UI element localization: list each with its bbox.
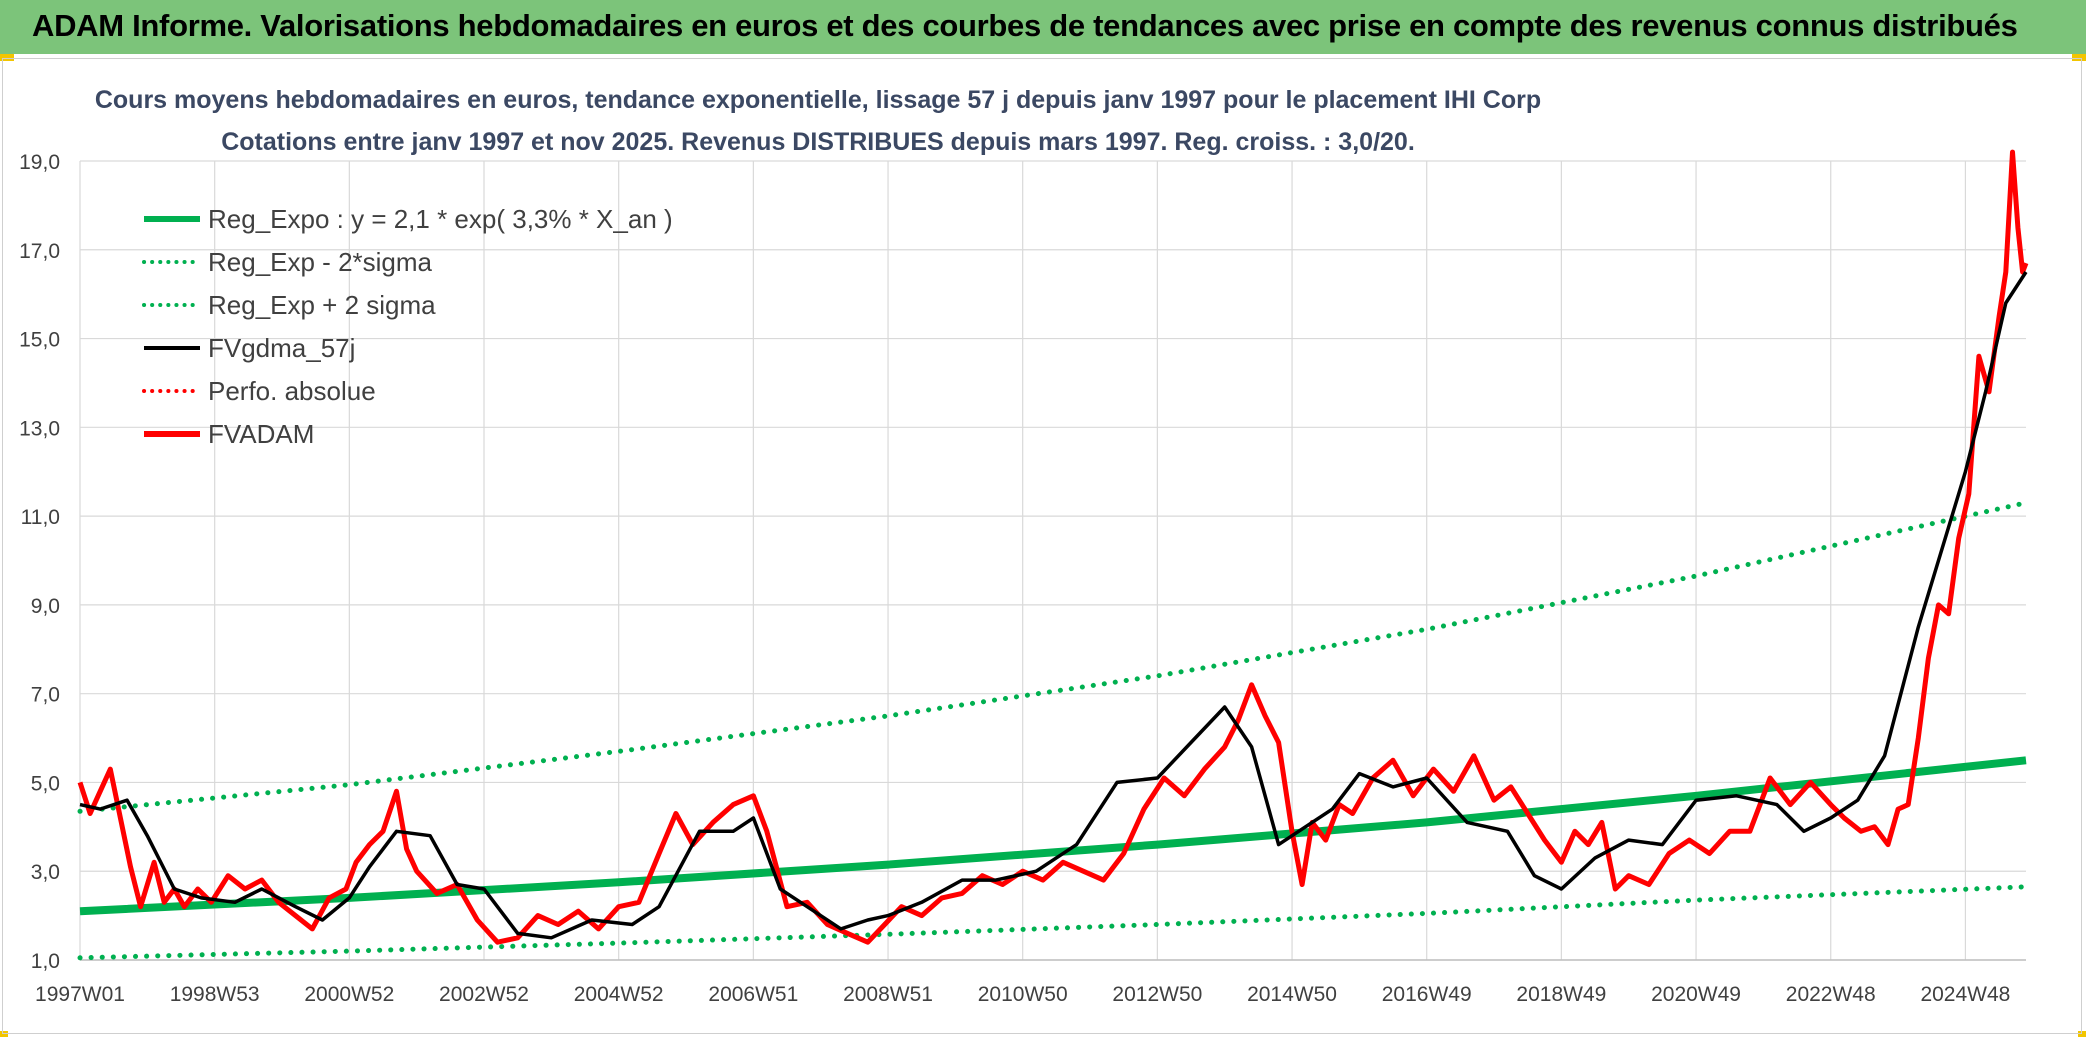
header-banner: ADAM Informe. Valorisations hebdomadaire…: [0, 0, 2086, 54]
x-tick-label: 1998W53: [170, 983, 260, 1006]
x-tick-label: 2000W52: [304, 983, 394, 1006]
y-tick-label: 3,0: [31, 861, 60, 884]
x-tick-label: 2018W49: [1516, 983, 1606, 1006]
x-tick-label: 2024W48: [1920, 983, 2010, 1006]
legend-label: Perfo. absolue: [208, 376, 376, 406]
series-line-2: [77, 500, 2029, 814]
series-group: [77, 149, 2029, 961]
legend-swatch: [142, 303, 202, 307]
legend-swatch: [142, 260, 202, 264]
chart-frame: [2, 58, 2082, 1034]
corner-accent: [0, 1031, 8, 1037]
x-tick-label: 2006W51: [708, 983, 798, 1006]
y-tick-label: 17,0: [19, 240, 60, 263]
y-axis: 1,0 3,0 5,0 7,0 9,0 11,0 13,0 15,0 17,0 19,0: [19, 151, 60, 973]
legend-swatch: [142, 389, 202, 393]
legend-swatch: [144, 216, 200, 222]
x-tick-label: 2012W50: [1112, 983, 1202, 1006]
corner-accent: [2078, 1031, 2086, 1037]
y-tick-label: 5,0: [31, 772, 60, 795]
y-tick-label: 7,0: [31, 684, 60, 707]
legend-label: FVgdma_57j: [208, 333, 356, 363]
corner-accent: [2072, 54, 2086, 61]
x-tick-label: 2010W50: [978, 983, 1068, 1006]
legend-swatch: [144, 431, 200, 437]
legend-label: Reg_Exp - 2*sigma: [208, 247, 432, 277]
legend-label: Reg_Expo : y = 2,1 * exp( 3,3% * X_an ): [208, 204, 673, 234]
x-tick-label: 2008W51: [843, 983, 933, 1006]
x-tick-label: 2020W49: [1651, 983, 1741, 1006]
x-axis: 1997W01 1998W53 2000W52 2002W52 2004W52 2006W…: [35, 959, 2026, 1006]
series-line-0: [79, 756, 2027, 916]
series-line-1: [77, 884, 2029, 961]
x-tick-label: 2004W52: [574, 983, 664, 1006]
series-line-5: [77, 149, 2029, 945]
x-tick-label: 1997W01: [35, 983, 125, 1006]
y-tick-label: 15,0: [19, 329, 60, 352]
chart-subtitle: Cotations entre janv 1997 et nov 2025. R…: [221, 128, 1415, 156]
page-title: ADAM Informe. Valorisations hebdomadaire…: [32, 8, 2018, 43]
y-tick-label: 19,0: [19, 151, 60, 174]
legend-label: FVADAM: [208, 419, 315, 449]
x-tick-label: 2016W49: [1382, 983, 1472, 1006]
x-tick-label: 2022W48: [1786, 983, 1876, 1006]
corner-accent: [0, 54, 14, 61]
legend-label: Reg_Exp + 2 sigma: [208, 290, 436, 320]
series-line-3: [79, 271, 2028, 940]
chart-title: Cours moyens hebdomadaires en euros, ten…: [94, 86, 1542, 114]
legend-swatch: [144, 346, 200, 350]
y-tick-label: 11,0: [21, 506, 60, 529]
x-tick-label: 2002W52: [439, 983, 529, 1006]
y-tick-label: 13,0: [19, 417, 60, 440]
x-tick-label: 2014W50: [1247, 983, 1337, 1006]
y-tick-label: 1,0: [31, 950, 60, 973]
y-tick-label: 9,0: [31, 595, 60, 618]
